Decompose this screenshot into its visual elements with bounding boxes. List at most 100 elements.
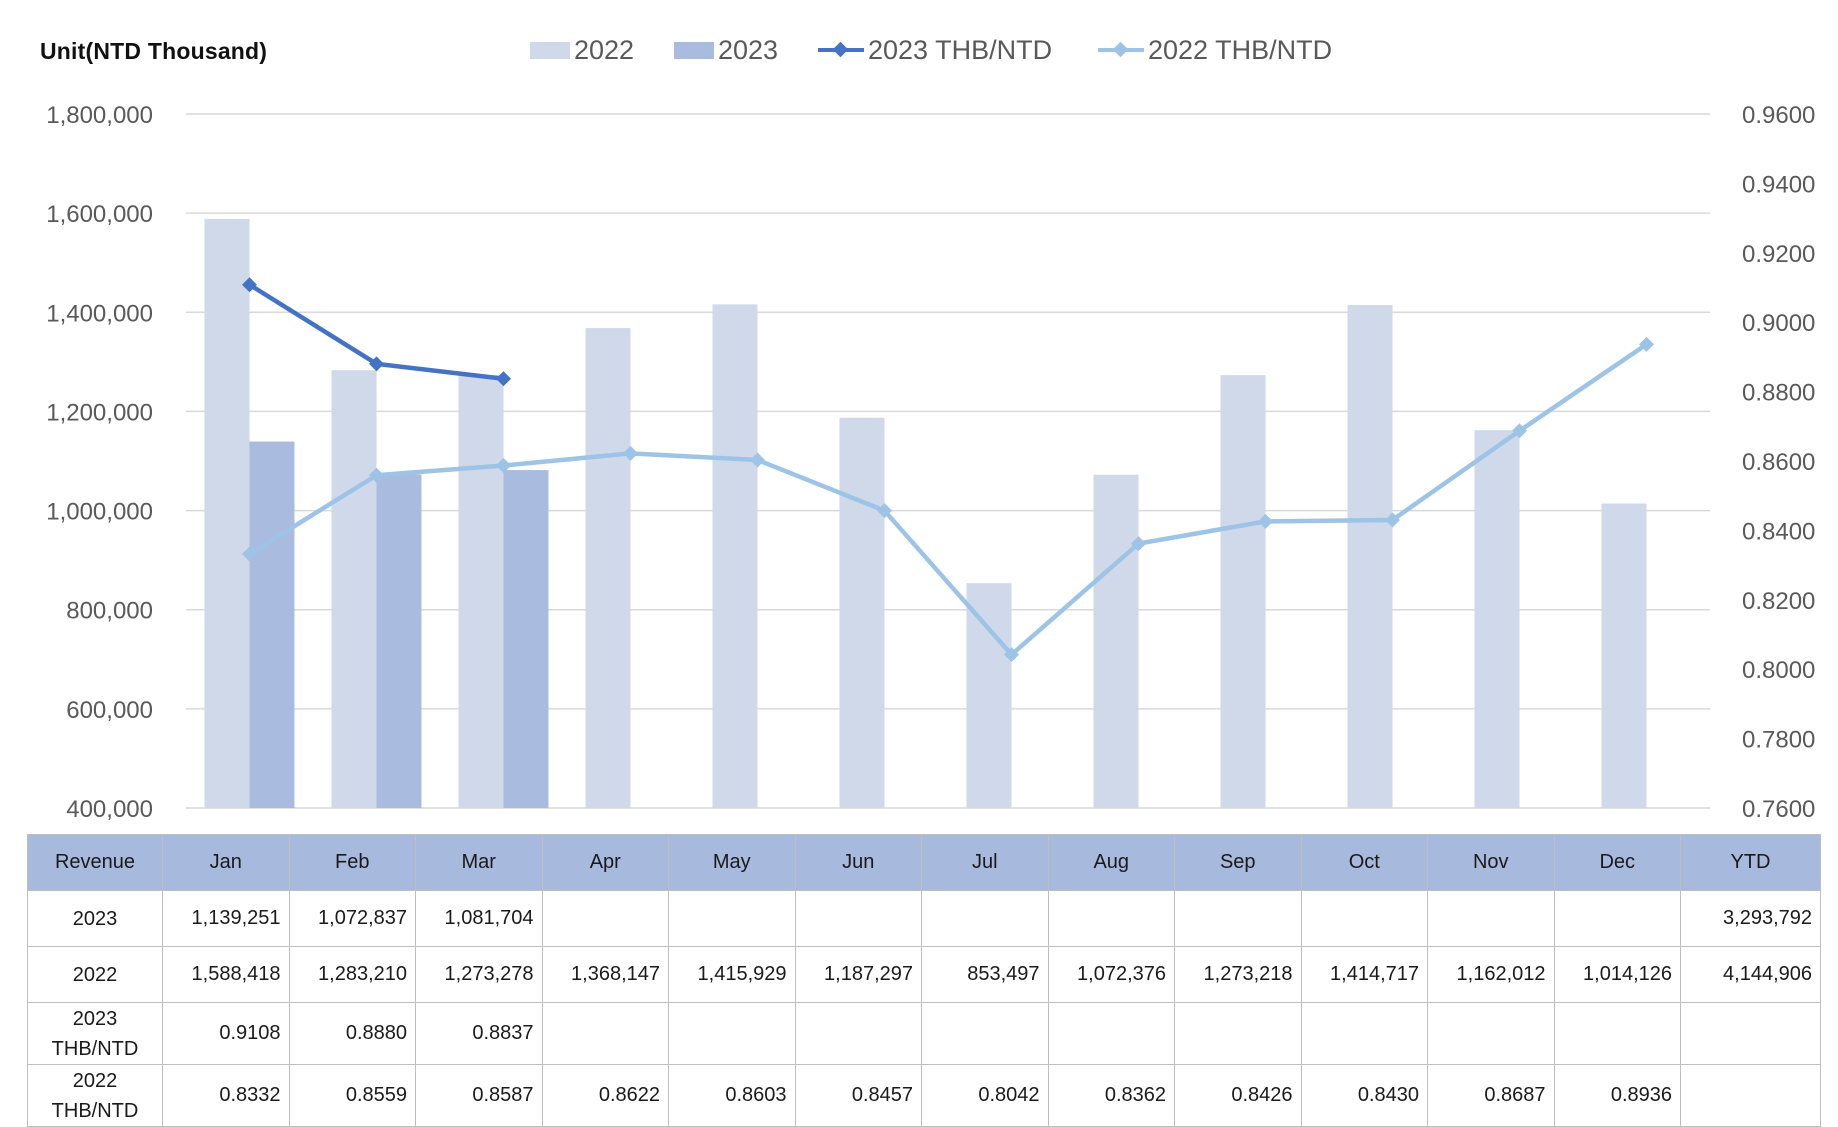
table-cell	[1300, 890, 1428, 947]
y2-axis-tick-label: 0.8200	[1742, 588, 1815, 615]
unit-label: Unit(NTD Thousand)	[40, 38, 268, 64]
table-cell: 3,293,792	[1680, 890, 1821, 947]
table-cell	[541, 1002, 669, 1065]
table-cell: 0.8042	[921, 1064, 1049, 1127]
bar-2023-mar	[503, 470, 549, 808]
table-cell	[1553, 1002, 1681, 1065]
table-cell: 1,415,929	[668, 946, 796, 1003]
table-cell: 1,273,278	[415, 946, 543, 1003]
row-label: 2022 THB/NTD	[27, 1064, 163, 1127]
bar-2022-sep	[1220, 375, 1266, 808]
header-cell-ytd: YTD	[1680, 834, 1821, 891]
point-2023-thb-ntd-mar	[496, 371, 511, 387]
bar-2022-jul	[966, 583, 1012, 808]
bar-2022-may	[712, 304, 758, 808]
legend-swatch-2023	[674, 41, 714, 59]
y2-axis-tick-label: 0.8400	[1742, 518, 1815, 545]
table-cell	[1553, 890, 1681, 947]
table-cell: 0.8880	[288, 1002, 416, 1065]
table-cell: 1,414,717	[1300, 946, 1428, 1003]
legend-marker-2022-thb-ntd	[1098, 40, 1144, 60]
y-axis-tick-label: 1,200,000	[46, 399, 153, 426]
point-2023-thb-ntd-jan	[242, 277, 257, 293]
table-cell: 1,081,704	[415, 890, 543, 947]
y-axis-tick-label: 1,600,000	[46, 201, 153, 228]
table-cell	[921, 1002, 1049, 1065]
table-cell: 1,368,147	[541, 946, 669, 1003]
legend-swatch-2022	[530, 41, 570, 59]
y2-axis-tick-label: 0.9600	[1742, 102, 1815, 129]
y-axis-tick-label: 800,000	[66, 598, 153, 625]
header-cell-mar: Mar	[415, 834, 543, 891]
table-cell	[794, 1002, 922, 1065]
legend-2023-thb-ntd: 2023 THB/NTD	[818, 30, 1052, 70]
point-2022-thb-ntd-jun	[877, 503, 892, 519]
y-axis-tick-label: 600,000	[66, 697, 153, 724]
header-cell-apr: Apr	[541, 834, 669, 891]
point-2022-thb-ntd-nov	[1512, 423, 1527, 439]
legend-2022-thb-ntd: 2022 THB/NTD	[1098, 30, 1332, 70]
table-cell: 1,283,210	[288, 946, 416, 1003]
table-cell: 0.8332	[162, 1064, 290, 1127]
chart-legend: 2022 2023 2023 THB/NTD 2022 THB/NTD	[0, 30, 1838, 70]
table-cell	[1300, 1002, 1428, 1065]
bar-2023-feb	[376, 474, 422, 808]
bar-2022-aug	[1093, 474, 1139, 808]
header-cell-may: May	[668, 834, 796, 891]
table-cell: 4,144,906	[1680, 946, 1821, 1003]
legend-label-2023-thb-ntd: 2023 THB/NTD	[868, 34, 1053, 65]
table-body: 2023 1,139,251 1,072,837 1,081,704 3,293,792…	[27, 890, 1821, 1127]
header-cell-sep: Sep	[1174, 834, 1302, 891]
table-cell: 1,162,012	[1427, 946, 1555, 1003]
y2-axis-tick-label: 0.8000	[1742, 657, 1815, 684]
table-cell	[1047, 1002, 1175, 1065]
legend-label-2022: 2022	[574, 34, 635, 65]
point-2022-thb-ntd-may	[750, 452, 765, 468]
revenue-chart: 1,800,000 1,600,000 1,400,000 1,200,000 1,00…	[46, 102, 1815, 823]
line-2022-thb-ntd	[248, 342, 1648, 657]
y2-axis-tick-label: 0.9400	[1742, 171, 1815, 198]
point-2022-thb-ntd-apr	[623, 445, 638, 461]
table-cell: 0.8687	[1427, 1064, 1555, 1127]
table-row: 2023 THB/NTD 0.9108 0.8880 0.8837	[27, 1002, 1821, 1065]
table-cell: 1,072,376	[1047, 946, 1175, 1003]
point-2023-thb-ntd-feb	[369, 356, 384, 372]
header-cell-jan: Jan	[162, 834, 290, 891]
point-2022-thb-ntd-aug	[1131, 536, 1146, 552]
header-cell-oct: Oct	[1300, 834, 1428, 891]
header-cell-aug: Aug	[1047, 834, 1175, 891]
table-cell: 0.8837	[415, 1002, 543, 1065]
bar-2022-dec	[1601, 503, 1647, 808]
row-label: 2022	[27, 946, 163, 1003]
table-cell	[1427, 1002, 1555, 1065]
table-cell: 0.8362	[1047, 1064, 1175, 1127]
bar-2022-mar	[458, 375, 504, 808]
y-axis-tick-label: 1,400,000	[46, 300, 153, 327]
table-cell	[1174, 1002, 1302, 1065]
table-cell	[1427, 890, 1555, 947]
table-cell	[794, 890, 922, 947]
table-cell: 1,072,837	[288, 890, 416, 947]
bar-2022-jan	[204, 218, 250, 808]
table-row: 2023 1,139,251 1,072,837 1,081,704 3,293,792	[27, 890, 1821, 947]
table-cell: 1,139,251	[162, 890, 290, 947]
header-cell-jul: Jul	[921, 834, 1049, 891]
y2-axis-tick-label: 0.9000	[1742, 310, 1815, 337]
table-cell	[541, 890, 669, 947]
bar-2022-nov	[1474, 430, 1520, 808]
point-2022-thb-ntd-dec	[1639, 336, 1654, 352]
revenue-table: Revenue Jan Feb Mar Apr May Jun Jul Aug …	[27, 834, 1821, 1127]
legend-label-2023: 2023	[718, 34, 779, 65]
y2-axis-tick-label: 0.8600	[1742, 449, 1815, 476]
table-cell: 0.8430	[1300, 1064, 1428, 1127]
header-cell-nov: Nov	[1427, 834, 1555, 891]
row-label: 2023	[27, 890, 163, 947]
bar-2022-jun	[839, 417, 885, 808]
legend-label-2022-thb-ntd: 2022 THB/NTD	[1148, 34, 1333, 65]
legend-marker-2023-thb-ntd	[818, 40, 864, 60]
point-2022-thb-ntd-jul	[1004, 647, 1019, 663]
point-2022-thb-ntd-sep	[1258, 513, 1273, 529]
table-cell	[1680, 1002, 1821, 1065]
table-cell: 0.8587	[415, 1064, 543, 1127]
table-cell: 1,014,126	[1553, 946, 1681, 1003]
